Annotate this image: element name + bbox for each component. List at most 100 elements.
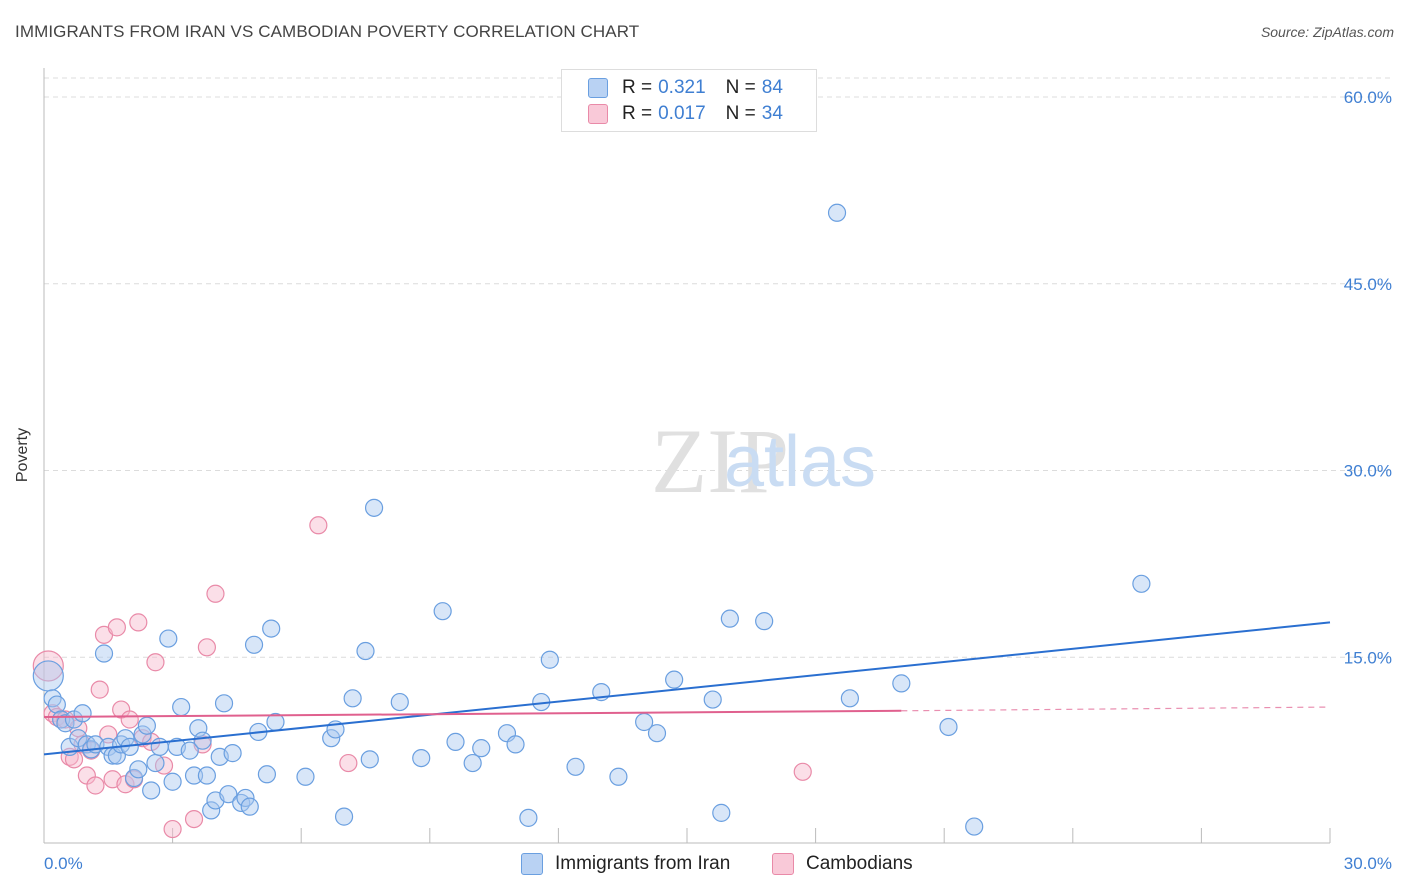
y-tick-label: 45.0%: [1344, 275, 1392, 294]
bottom-legend-label-iran: Immigrants from Iran: [555, 853, 731, 874]
iran-point: [197, 766, 216, 785]
chart-title: IMMIGRANTS FROM IRAN VS CAMBODIAN POVERT…: [15, 22, 640, 41]
x-tick-label: 0.0%: [44, 854, 83, 873]
iran-point: [755, 612, 774, 631]
cambodians-point: [86, 776, 105, 795]
iran-point: [965, 817, 984, 836]
iran-point: [137, 716, 156, 735]
iran-point: [360, 750, 379, 769]
y-tick-label: 30.0%: [1344, 462, 1392, 481]
iran-point: [712, 803, 731, 822]
legend-r-label: R =: [622, 103, 653, 124]
iran-point: [566, 757, 585, 776]
cambodians-point: [793, 762, 812, 781]
cambodians-point: [120, 710, 139, 729]
tick-labels: 15.0% 30.0% 45.0% 60.0% 0.0% 30.0%: [44, 88, 1392, 873]
iran-points: [32, 203, 1151, 836]
iran-point: [412, 748, 431, 768]
iran-point: [73, 704, 92, 723]
cambodians-trend-extension: [901, 706, 1331, 712]
iran-point: [506, 735, 525, 754]
legend-r-value: 0.321: [658, 77, 706, 98]
iran-point: [1132, 574, 1151, 593]
iran-point: [180, 741, 199, 760]
cambodians-point: [146, 653, 165, 672]
cambodians-point: [99, 725, 118, 744]
legend-n-label: N =: [725, 103, 756, 124]
iran-point: [214, 694, 234, 713]
trend-lines: [43, 621, 1331, 756]
iran-point: [390, 692, 409, 712]
bottom-legend-cambodians: Cambodians: [772, 852, 913, 876]
iran-point: [720, 609, 739, 628]
iran-point: [172, 697, 191, 717]
source-label: Source: ZipAtlas.com: [1260, 24, 1394, 40]
bottom-legend-swatch-iran: [521, 853, 543, 875]
legend-n-label: N =: [725, 77, 756, 98]
iran-point: [262, 619, 281, 638]
iran-trend-line: [43, 621, 1331, 756]
iran-point: [219, 785, 238, 804]
legend-r-label: R =: [622, 77, 653, 98]
cambodians-point: [339, 753, 358, 773]
y-tick-label: 60.0%: [1344, 88, 1392, 107]
iran-point: [146, 753, 165, 773]
cambodians-point: [107, 618, 126, 637]
gridlines: [44, 77, 1392, 658]
iran-point: [223, 744, 242, 763]
iran-point: [124, 768, 144, 788]
iran-point: [184, 766, 204, 785]
iran-point: [472, 739, 491, 758]
iran-point: [343, 689, 362, 708]
iran-point: [519, 808, 538, 827]
iran-point: [202, 801, 221, 820]
cambodians-point: [163, 819, 182, 839]
legend-row-cambodians: R = 0.017 N = 34: [588, 102, 783, 126]
axes: [43, 68, 1331, 844]
iran-point: [159, 629, 178, 648]
iran-point: [609, 767, 628, 786]
iran-point: [892, 674, 911, 693]
cambodians-point: [90, 680, 109, 699]
iran-point: [296, 767, 315, 786]
watermark-zip: ZIP: [651, 410, 789, 512]
iran-point: [133, 725, 152, 744]
legend: R = 0.321 N = 84 R = 0.017 N = 34: [561, 69, 817, 132]
iran-point: [463, 753, 482, 773]
iran-point: [322, 729, 341, 748]
cambodians-point: [32, 650, 64, 682]
iran-point: [840, 689, 859, 708]
legend-swatch-iran: [588, 78, 608, 98]
iran-point: [665, 670, 684, 689]
iran-point: [356, 641, 375, 661]
iran-point: [142, 781, 161, 800]
iran-point: [827, 203, 847, 222]
watermark-atlas: atlas: [724, 422, 876, 502]
iran-point: [540, 650, 559, 669]
legend-n-value: 34: [761, 103, 783, 124]
legend-row-iran: R = 0.321 N = 84: [588, 76, 783, 100]
y-tick-label: 15.0%: [1344, 648, 1392, 667]
iran-point: [334, 807, 354, 826]
iran-point: [433, 602, 452, 621]
bottom-legend-swatch-cambodians: [772, 853, 794, 875]
iran-point: [939, 717, 958, 737]
iran-point: [257, 765, 277, 784]
cambodians-point: [206, 584, 225, 603]
iran-point: [32, 660, 64, 692]
iran-point: [47, 695, 66, 714]
legend-swatch-cambodians: [588, 104, 608, 124]
bottom-legend-label-cambodians: Cambodians: [806, 853, 913, 874]
x-tick-label: 30.0%: [1344, 854, 1392, 873]
cambodians-point: [309, 516, 328, 535]
iran-point: [244, 635, 264, 654]
iran-point: [193, 731, 212, 750]
cambodians-point: [184, 809, 204, 829]
iran-point: [647, 724, 667, 743]
iran-point: [94, 644, 114, 663]
legend-r-value: 0.017: [658, 103, 706, 124]
iran-point: [364, 498, 384, 517]
cambodians-trend-line: [43, 709, 902, 719]
iran-point: [236, 788, 255, 808]
